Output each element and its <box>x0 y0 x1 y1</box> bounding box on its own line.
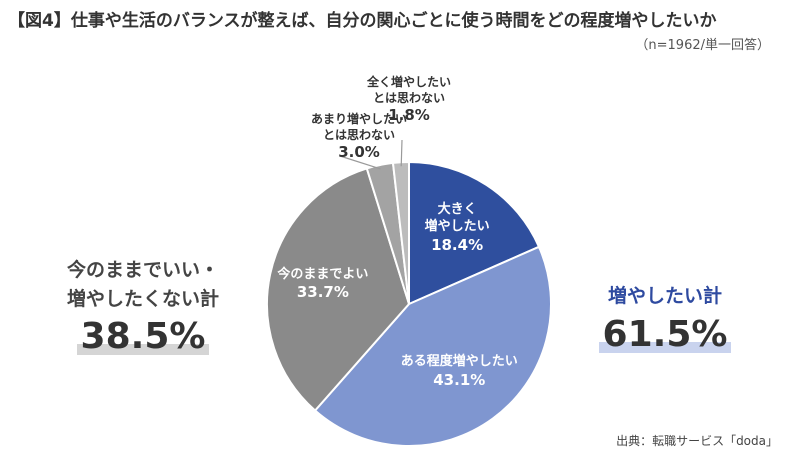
pie-slice-2 <box>313 245 552 447</box>
slice-label-5-text-2: とは思わない <box>372 90 445 105</box>
pie-slice-1 <box>408 160 541 306</box>
chart-title: 【図4】仕事や生活のバランスが整えば、自分の関心ごとに使う時間をどの程度増やした… <box>8 11 717 31</box>
summary-keep-caption-2: 増やしたくない計 <box>66 287 219 310</box>
slice-label-2-text-1: ある程度増やしたい <box>400 353 518 369</box>
slice-value-1: 18.4% <box>431 235 484 254</box>
slice-label-1-text-2: 増やしたい <box>424 218 490 234</box>
slice-label-4-text-2: とは思わない <box>322 127 395 142</box>
slice-label-5-text-1: 全く増やしたい <box>366 75 451 89</box>
chart-subtitle: （n=1962/単一回答） <box>635 38 770 53</box>
slice-label-3-text-1: 今のままでよい <box>277 266 369 282</box>
slice-label-4-text-1: あまり増やしたい <box>310 112 407 126</box>
leader-line-5 <box>400 139 403 167</box>
slice-value-5: 1.8% <box>388 106 430 125</box>
slice-label-1-text-1: 大きく <box>437 201 477 217</box>
slice-label-5: 全く増やしたい とは思わない 1.8% <box>354 75 464 126</box>
summary-increase-caption: 増やしたい計 <box>607 285 722 307</box>
source-note: 出典：転職サービス「doda」 <box>616 434 778 448</box>
slice-label-1: 大きく 増やしたい 18.4% <box>387 202 527 255</box>
leader-line-4 <box>339 155 381 170</box>
slice-value-2: 43.1% <box>433 370 486 389</box>
slice-value-4: 3.0% <box>338 143 380 162</box>
summary-keep-caption-1: 今のままでいい・ <box>66 259 219 281</box>
pie-slice-3 <box>266 167 411 412</box>
summary-increase: 増やしたい計 61.5% <box>590 282 740 353</box>
slice-value-3: 33.7% <box>296 283 349 302</box>
slice-label-2: ある程度増やしたい 43.1% <box>389 354 529 390</box>
summary-keep-value: 38.5% <box>76 319 210 355</box>
slice-label-3: 今のままでよい 33.7% <box>253 267 393 303</box>
summary-keep: 今のままでいい・ 増やしたくない計 38.5% <box>50 256 236 355</box>
slice-label-4: あまり増やしたい とは思わない 3.0% <box>294 112 424 163</box>
summary-increase-value: 61.5% <box>598 316 732 353</box>
